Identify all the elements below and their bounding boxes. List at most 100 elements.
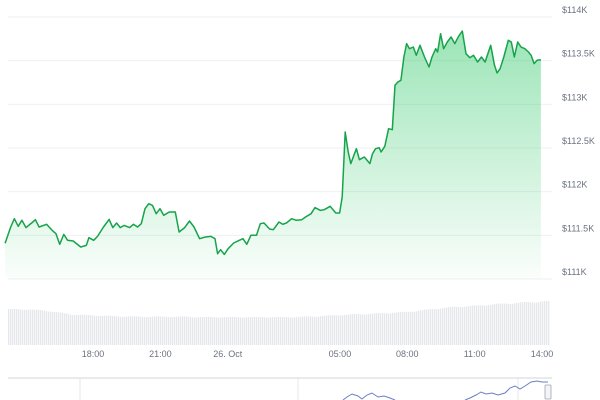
- y-tick-label: $113.5K: [562, 49, 595, 59]
- volume-bar: [204, 316, 206, 345]
- x-axis: 18:00 21:00 26. Oct 05:00 08:00 11:00 14:00: [82, 349, 554, 359]
- volume-bar: [234, 316, 236, 345]
- volume-bar: [414, 311, 416, 345]
- volume-bar: [12, 308, 14, 345]
- volume-bar: [394, 312, 396, 345]
- y-axis: $111K $111.5K $112K $112.5K $113K $113.5K $114…: [562, 5, 595, 277]
- volume-bar: [522, 302, 524, 345]
- volume-bar: [454, 306, 456, 345]
- volume-bar: [352, 314, 354, 345]
- volume-bar: [136, 316, 138, 345]
- volume-bar: [404, 311, 406, 345]
- volume-bar: [504, 303, 506, 345]
- volume-bar: [442, 308, 444, 345]
- volume-bar: [410, 311, 412, 345]
- volume-bar: [530, 302, 532, 345]
- volume-bar: [330, 315, 332, 345]
- volume-bar: [114, 316, 116, 345]
- volume-bar: [366, 314, 368, 345]
- volume-bar: [490, 304, 492, 345]
- volume-bar: [510, 304, 512, 345]
- volume-bars: [8, 301, 550, 345]
- volume-bar: [132, 316, 134, 345]
- volume-bar: [374, 313, 376, 345]
- volume-bar: [536, 302, 538, 345]
- volume-bar: [62, 312, 64, 345]
- volume-bar: [74, 315, 76, 345]
- volume-bar: [338, 315, 340, 345]
- volume-bar: [276, 316, 278, 345]
- volume-bar: [548, 301, 550, 345]
- volume-bar: [334, 315, 336, 345]
- volume-bar: [542, 301, 544, 345]
- volume-bar: [310, 316, 312, 345]
- volume-bar: [426, 309, 428, 345]
- volume-bar: [10, 308, 12, 345]
- volume-bar: [260, 316, 262, 345]
- volume-bar: [158, 316, 160, 345]
- volume-bar: [396, 312, 398, 345]
- volume-bar: [460, 307, 462, 345]
- volume-bar: [210, 316, 212, 345]
- volume-bar: [472, 305, 474, 345]
- range-navigator[interactable]: [8, 377, 552, 400]
- volume-bar: [134, 316, 136, 345]
- volume-bar: [526, 302, 528, 345]
- volume-bar: [262, 317, 264, 345]
- volume-bar: [316, 316, 318, 345]
- volume-bar: [360, 314, 362, 345]
- volume-bar: [268, 317, 270, 345]
- volume-bar: [318, 316, 320, 345]
- volume-bar: [514, 303, 516, 345]
- volume-bar: [42, 310, 44, 345]
- volume-bar: [248, 317, 250, 345]
- volume-bar: [174, 316, 176, 345]
- volume-bar: [480, 305, 482, 345]
- volume-bar: [18, 309, 20, 345]
- volume-bar: [170, 317, 172, 345]
- volume-bar: [194, 317, 196, 345]
- volume-bar: [178, 316, 180, 345]
- volume-bar: [458, 306, 460, 345]
- volume-bar: [118, 316, 120, 345]
- volume-bar: [346, 314, 348, 345]
- x-tick-label: 08:00: [396, 349, 419, 359]
- volume-bar: [246, 317, 248, 345]
- volume-bar: [44, 310, 46, 345]
- volume-bar: [496, 303, 498, 345]
- price-area-fill: [5, 31, 541, 279]
- volume-bar: [110, 315, 112, 345]
- volume-bar: [242, 317, 244, 345]
- volume-bar: [54, 311, 56, 345]
- volume-bar: [474, 305, 476, 345]
- volume-bar: [68, 314, 70, 345]
- volume-bar: [518, 302, 520, 345]
- volume-bar: [160, 316, 162, 345]
- volume-bar: [208, 316, 210, 345]
- volume-bar: [156, 316, 158, 345]
- volume-bar: [60, 312, 62, 345]
- volume-bar: [236, 317, 238, 345]
- volume-bar: [520, 302, 522, 345]
- volume-bar: [128, 316, 130, 345]
- volume-bar: [162, 316, 164, 345]
- volume-bar: [452, 306, 454, 345]
- volume-bar: [116, 316, 118, 345]
- volume-bar: [200, 317, 202, 345]
- volume-bar: [20, 309, 22, 345]
- volume-bar: [398, 312, 400, 345]
- volume-bar: [380, 313, 382, 345]
- volume-bar: [90, 315, 92, 345]
- volume-bar: [272, 317, 274, 345]
- volume-bar: [290, 317, 292, 345]
- volume-bar: [202, 316, 204, 345]
- volume-bar: [80, 314, 82, 345]
- volume-bar: [50, 311, 52, 345]
- y-tick-label: $113K: [562, 92, 587, 102]
- volume-bar: [244, 317, 246, 345]
- volume-bar: [250, 317, 252, 345]
- volume-bar: [362, 314, 364, 345]
- volume-bar: [56, 312, 58, 345]
- navigator-handle[interactable]: [544, 384, 552, 400]
